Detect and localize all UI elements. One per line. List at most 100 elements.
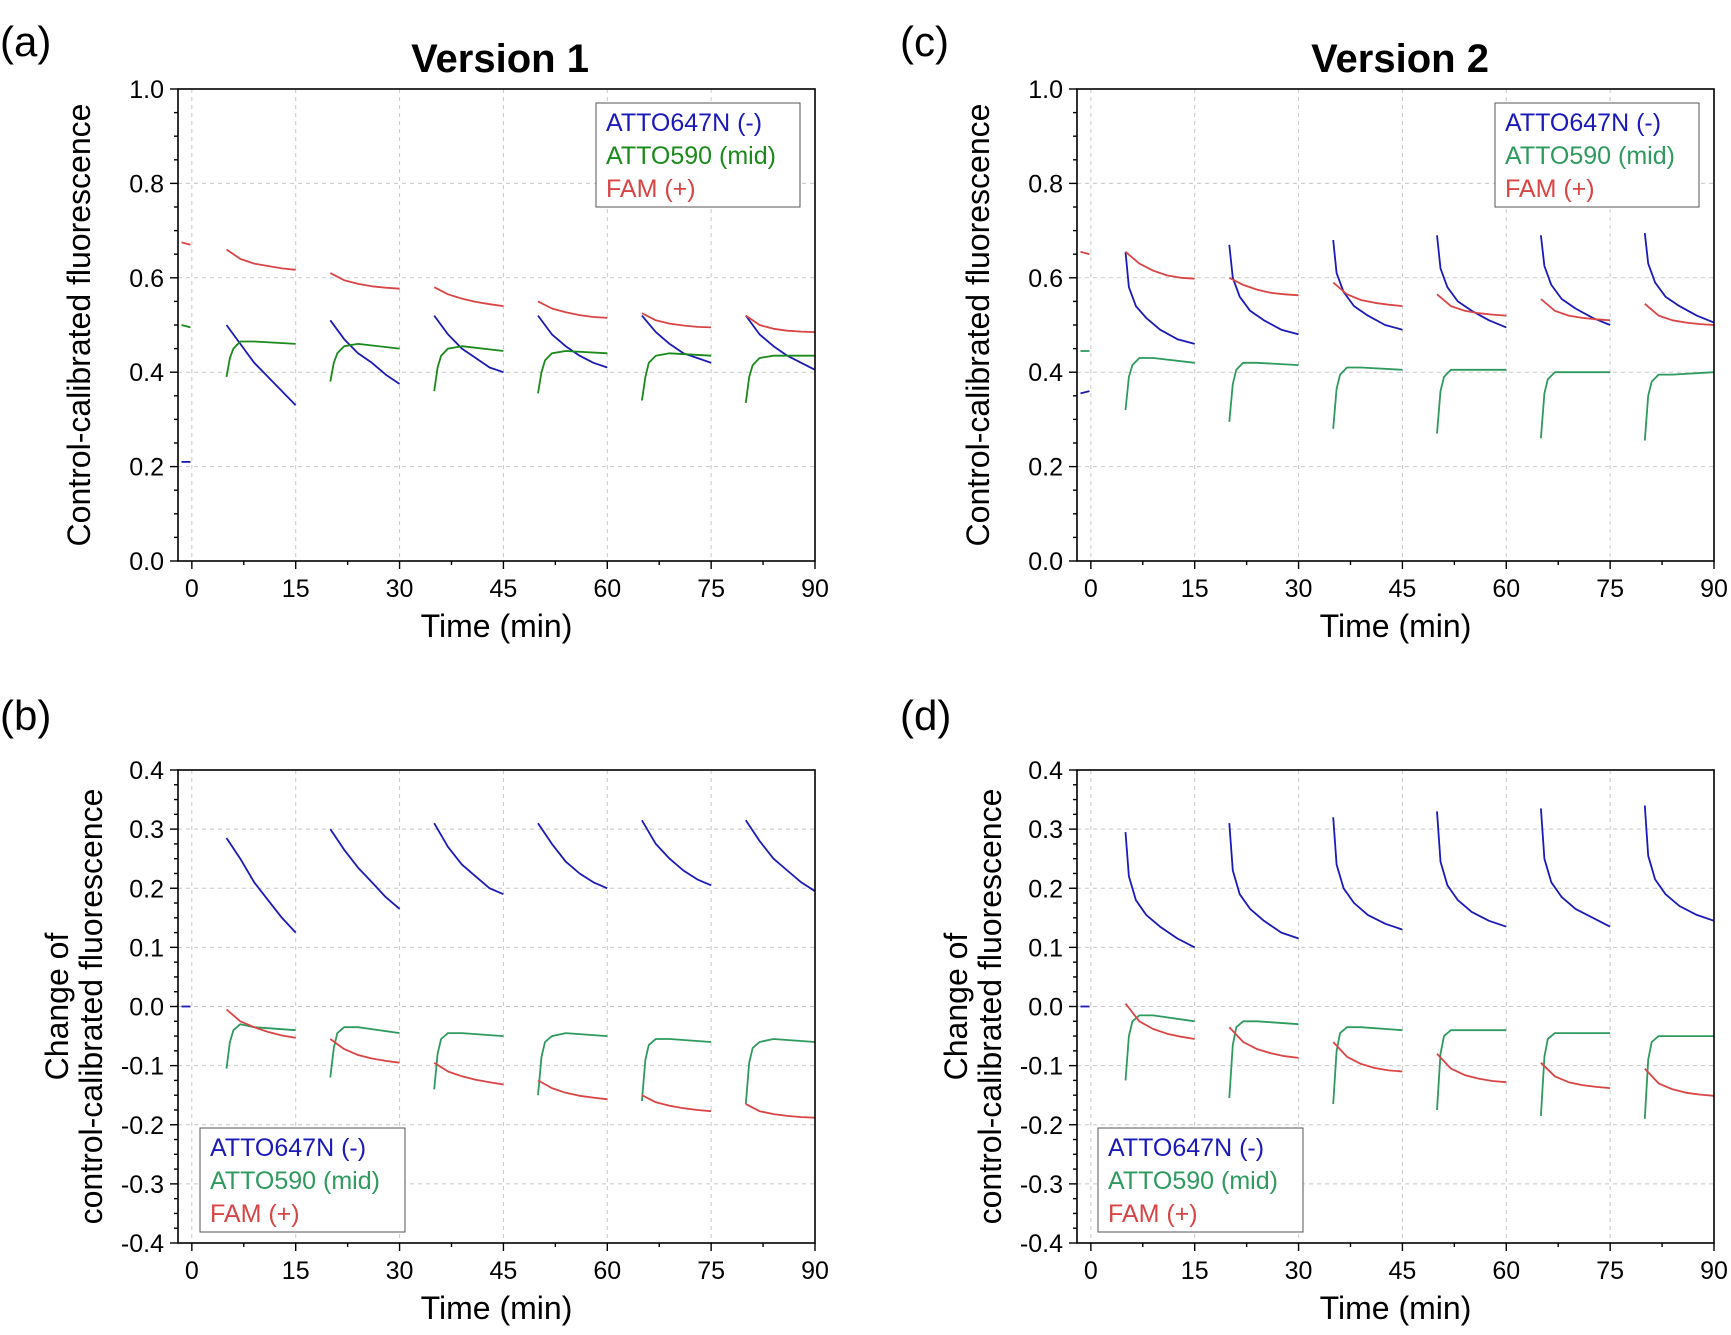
y-tick-label: 1.0 <box>129 76 164 104</box>
chart-a: (a) 0 15 30 45 60 75 90 0.0 0.2 0.4 0.6 0.8 1.0 Time (… <box>0 18 829 644</box>
series-line-2 <box>225 1023 296 1069</box>
legend-entry-3: FAM (+) <box>1108 1200 1198 1228</box>
series-line-3 <box>329 272 400 290</box>
x-tick-label: 0 <box>1084 1257 1098 1285</box>
series-line-1 <box>1540 808 1611 928</box>
column-title-version-1: Version 1 <box>411 37 589 81</box>
x-tick-label: 30 <box>1285 575 1313 603</box>
x-tick-label: 30 <box>386 575 414 603</box>
y-tick-label: 0.6 <box>129 265 164 293</box>
y-axis-label: Change of <box>938 933 974 1081</box>
y-tick-label: 0.4 <box>129 359 164 387</box>
legend-entry-2: ATTO590 (mid) <box>606 142 776 170</box>
y-tick-label: -0.4 <box>121 1230 164 1258</box>
series-line-1 <box>1228 823 1299 940</box>
series-line-2 <box>537 350 608 394</box>
series-line-1 <box>433 822 504 896</box>
legend-box <box>199 1127 406 1233</box>
series-line-3 <box>1436 293 1507 317</box>
x-tick-label: 15 <box>282 1257 310 1285</box>
series-line-3 <box>1436 1053 1507 1084</box>
series-line-3 <box>1228 1026 1299 1059</box>
series-line-2 <box>433 345 504 392</box>
x-tick-label: 75 <box>697 575 725 603</box>
x-tick-label: 60 <box>1492 575 1520 603</box>
x-tick-label: 75 <box>697 1257 725 1285</box>
panel-label: (d) <box>900 692 951 739</box>
series-line-1 <box>1228 244 1299 336</box>
series-line-3 <box>1332 281 1403 307</box>
y-tick-label: 0.3 <box>1028 816 1063 844</box>
legend-entry-2: ATTO590 (mid) <box>1505 142 1675 170</box>
x-tick-label: 75 <box>1596 575 1624 603</box>
series-line-1 <box>1643 232 1715 324</box>
series-line-1 <box>1436 811 1507 928</box>
series-line-2 <box>225 340 296 378</box>
x-tick-label: 90 <box>1700 1257 1728 1285</box>
chart-c: (c) 0 15 30 45 60 75 90 0.0 0.2 0.4 0.6 0.8 1.0 Time (… <box>900 18 1728 644</box>
series-line-3 <box>1644 303 1715 326</box>
series-line-1 <box>1080 390 1090 395</box>
legend-entry-1: ATTO647N (-) <box>1505 109 1661 137</box>
y-tick-label: 0.2 <box>129 454 164 482</box>
series-line-2 <box>641 352 712 401</box>
y-tick-label: 0.1 <box>129 934 164 962</box>
x-tick-label: 45 <box>1389 1257 1417 1285</box>
series-line-2 <box>1124 357 1195 411</box>
series-line-2 <box>1540 1032 1611 1116</box>
y-tick-label: 0.0 <box>129 548 164 576</box>
y-tick-label: 1.0 <box>1028 76 1063 104</box>
series-line-2 <box>329 1026 400 1078</box>
chart-d: (d) 0 15 30 45 60 75 90 -0.4 -0.3 -0.2 -0.1 0.0 0.1 0.… <box>900 692 1728 1326</box>
series-line-2 <box>641 1038 712 1102</box>
x-tick-label: 60 <box>593 1257 621 1285</box>
x-axis-label: Time (min) <box>421 1290 573 1326</box>
x-axis-label: Time (min) <box>1320 1290 1472 1326</box>
y-tick-label: 0.0 <box>1028 548 1063 576</box>
series-line-2 <box>1540 371 1611 439</box>
legend-entry-1: ATTO647N (-) <box>1108 1134 1264 1162</box>
legend-box <box>1494 102 1700 208</box>
y-axis-label: Control-calibrated fluorescence <box>960 104 996 547</box>
legend-entry-2: ATTO590 (mid) <box>210 1167 380 1195</box>
series-line-2 <box>1643 1035 1714 1119</box>
y-tick-label: 0.2 <box>1028 875 1063 903</box>
series-line-2 <box>1228 1020 1299 1099</box>
x-tick-label: 90 <box>801 575 829 603</box>
series-line-3 <box>537 300 608 319</box>
series-line-3 <box>433 286 504 307</box>
series-line-1 <box>225 324 297 406</box>
legend-entry-3: FAM (+) <box>1505 175 1595 203</box>
x-tick-label: 75 <box>1596 1257 1624 1285</box>
legend-entry-1: ATTO647N (-) <box>606 109 762 137</box>
series-line-1 <box>641 315 712 364</box>
y-tick-label: 0.4 <box>129 757 164 785</box>
x-tick-label: 60 <box>1492 1257 1520 1285</box>
series-line-2 <box>181 324 191 329</box>
legend-entry-3: FAM (+) <box>606 175 696 203</box>
y-tick-label: 0.2 <box>129 875 164 903</box>
series-line-1 <box>1436 235 1507 329</box>
y-tick-label: 0.4 <box>1028 359 1063 387</box>
panel-label: (b) <box>0 692 51 739</box>
panel-label: (a) <box>0 18 51 65</box>
series-line-1 <box>1332 239 1403 331</box>
series-line-2 <box>1228 361 1299 422</box>
series-line-1 <box>1124 832 1196 949</box>
y-axis-label: Control-calibrated fluorescence <box>61 104 97 547</box>
x-tick-label: 45 <box>490 575 518 603</box>
series-line-3 <box>1228 276 1299 297</box>
series-line-3 <box>1080 250 1090 256</box>
panel-label: (c) <box>900 18 949 65</box>
x-tick-label: 0 <box>185 1257 199 1285</box>
legend-entry-1: ATTO647N (-) <box>210 1134 366 1162</box>
legend-entry-2: ATTO590 (mid) <box>1108 1167 1278 1195</box>
y-tick-label: -0.3 <box>121 1171 164 1199</box>
legend-entry-3: FAM (+) <box>210 1200 300 1228</box>
x-tick-label: 45 <box>490 1257 518 1285</box>
series-line-3 <box>1540 298 1611 322</box>
series-line-1 <box>329 828 401 910</box>
series-line-2 <box>1436 1029 1507 1111</box>
series-line-2 <box>1643 371 1715 441</box>
